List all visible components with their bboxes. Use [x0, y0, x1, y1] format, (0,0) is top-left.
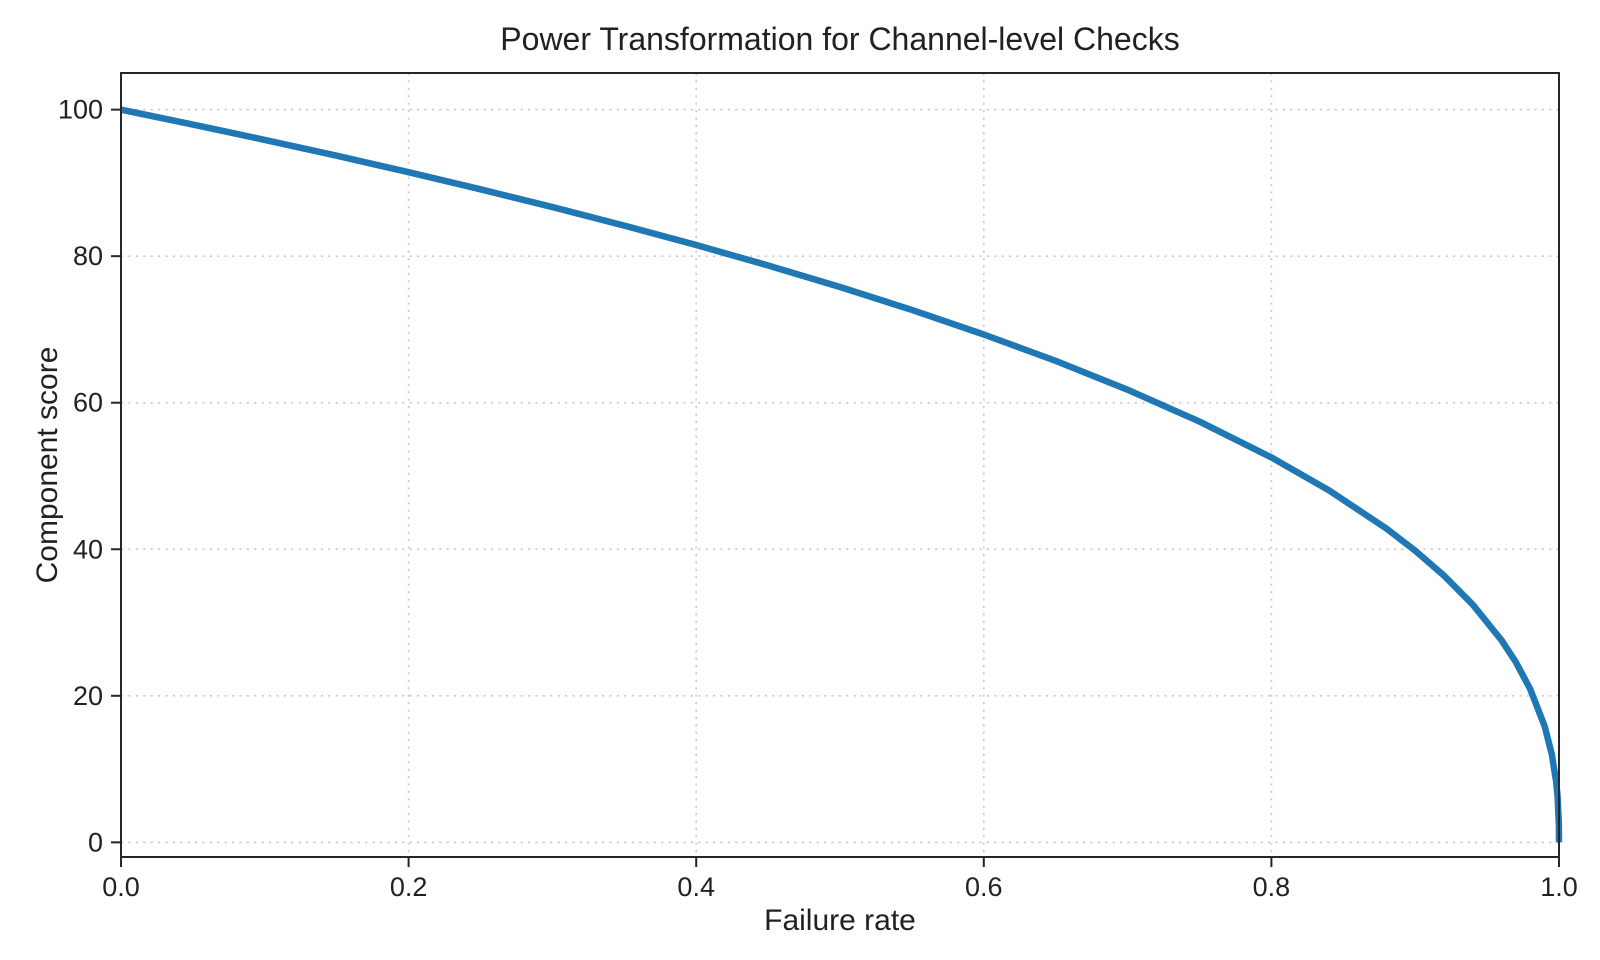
grid-layer	[121, 73, 1559, 857]
x-tick-label: 1.0	[1540, 872, 1578, 902]
component-score-curve	[120, 106, 1563, 843]
series-layer	[120, 106, 1563, 843]
x-axis-label: Failure rate	[764, 904, 916, 937]
y-tick-label: 100	[58, 95, 103, 125]
x-tick-label: 0.2	[390, 872, 428, 902]
y-tick-label: 80	[73, 241, 103, 271]
y-tick-label: 0	[88, 827, 103, 857]
x-tick-label: 0.6	[965, 872, 1003, 902]
tick-label-layer: 0 20 40 60 80 100 0.0 0.2 0.4 0.6 0.8 1.0	[58, 95, 1578, 902]
plot-frame	[120, 72, 1560, 858]
y-tick-label: 20	[73, 681, 103, 711]
y-axis-label: Component score	[31, 347, 64, 584]
x-tick-label: 0.4	[677, 872, 715, 902]
x-tick-label: 0.8	[1253, 872, 1291, 902]
x-tick-label: 0.0	[102, 872, 140, 902]
chart-title: Power Transformation for Channel-level C…	[500, 21, 1179, 57]
tick-layer	[111, 108, 1560, 867]
y-tick-label: 40	[73, 534, 103, 564]
y-tick-label: 60	[73, 388, 103, 418]
